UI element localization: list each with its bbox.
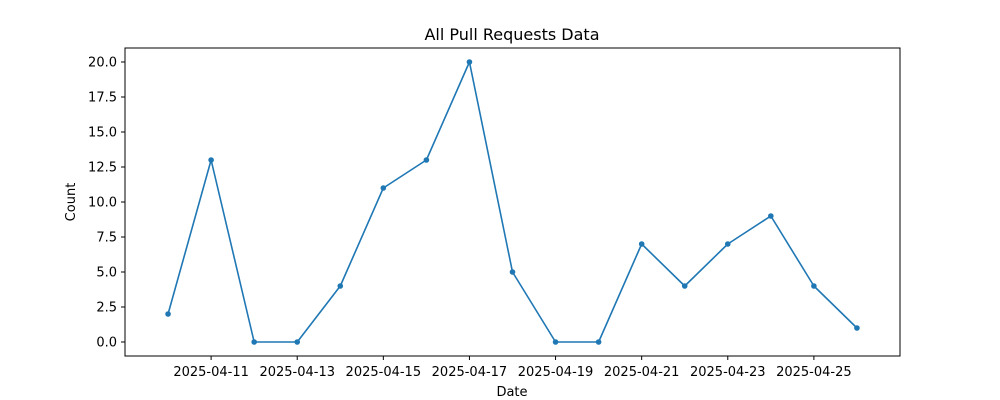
- data-point: [552, 339, 559, 345]
- data-point: [724, 241, 731, 247]
- y-tick-label: 5.0: [96, 266, 117, 281]
- x-tick-label: 2025-04-25: [776, 365, 852, 380]
- data-point: [811, 283, 817, 289]
- chart-title: All Pull Requests Data: [424, 25, 599, 44]
- data-point: [251, 339, 257, 345]
- data-point: [768, 213, 774, 219]
- x-tick-label: 2025-04-13: [259, 365, 335, 380]
- series-line: [167, 61, 858, 343]
- x-axis-label: Date: [496, 385, 527, 400]
- data-point: [165, 311, 171, 317]
- data-point: [423, 157, 430, 163]
- data-point: [638, 241, 645, 247]
- x-tick-label: 2025-04-17: [432, 365, 508, 380]
- x-tick-label: 2025-04-21: [604, 365, 680, 380]
- x-tick-label: 2025-04-11: [173, 365, 249, 380]
- data-point: [294, 339, 301, 345]
- x-tick-label: 2025-04-23: [690, 365, 766, 380]
- data-point: [337, 283, 344, 289]
- data-point: [466, 59, 473, 65]
- data-point: [208, 157, 214, 163]
- y-tick-label: 7.5: [96, 231, 117, 246]
- y-tick-label: 10.0: [88, 196, 117, 211]
- y-tick-label: 17.5: [88, 91, 117, 106]
- data-point: [681, 283, 688, 289]
- series-layer: [165, 59, 860, 345]
- y-tick-label: 2.5: [96, 301, 117, 316]
- data-point: [380, 185, 387, 191]
- y-tick-label: 12.5: [88, 161, 117, 176]
- x-tick-label: 2025-04-19: [518, 365, 594, 380]
- y-axis-label: Count: [64, 183, 79, 222]
- plot-area-frame: [124, 47, 901, 357]
- y-axis: 0.0 2.5 5.0 7.5 10.0 12.5 15.0 17.5 20.0: [88, 56, 125, 351]
- data-point: [509, 269, 516, 275]
- y-tick-label: 20.0: [88, 56, 117, 71]
- y-tick-label: 15.0: [88, 126, 117, 141]
- x-tick-label: 2025-04-15: [346, 365, 422, 380]
- data-point: [595, 339, 602, 345]
- x-axis: 2025-04-11 2025-04-13 2025-04-15 2025-04-17…: [173, 356, 852, 380]
- y-tick-label: 0.0: [96, 336, 117, 351]
- data-point: [854, 325, 860, 331]
